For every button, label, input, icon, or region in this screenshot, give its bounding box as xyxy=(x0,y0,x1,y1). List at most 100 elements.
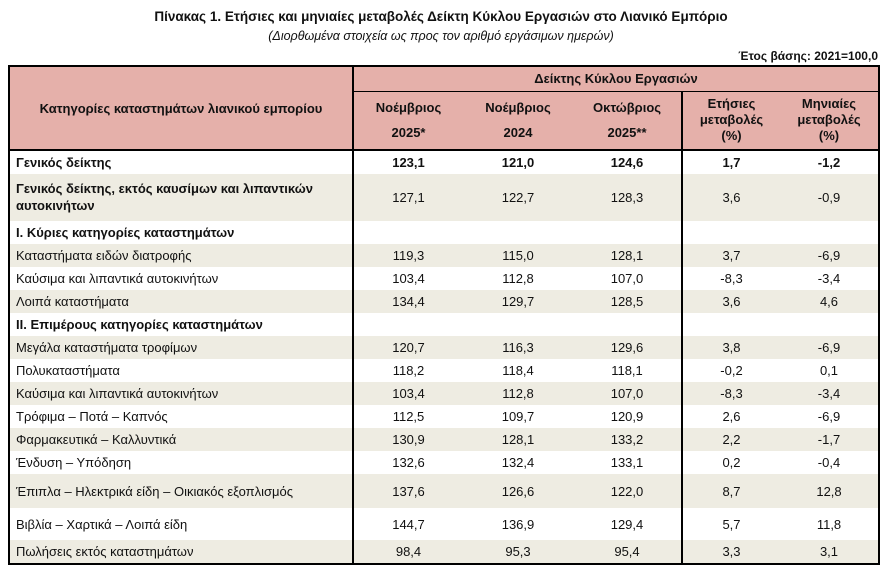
cell-monthly-change: -1,7 xyxy=(817,432,841,447)
table-row: Γενικός δείκτης 123,1 121,0 124,6 1,7 -1… xyxy=(9,150,879,174)
cell-monthly-change: 4,6 xyxy=(819,294,839,309)
row-label: Πωλήσεις εκτός καταστημάτων xyxy=(9,540,354,564)
table-body: Γενικός δείκτης 123,1 121,0 124,6 1,7 -1… xyxy=(9,150,879,564)
table-row: Πωλήσεις εκτός καταστημάτων 98,4 95,3 95… xyxy=(9,540,879,564)
cell-nov-2025: 137,6 xyxy=(392,484,425,499)
cell-annual-change: 1,7 xyxy=(722,155,741,170)
header-row-columns: Νοέμβριος 2025* Νοέμβριος 2024 Οκτώβριος… xyxy=(9,91,879,151)
cell-oct-2025 xyxy=(573,313,683,336)
table-row: Ένδυση – Υπόδηση 132,6 132,4 133,1 0,2 -… xyxy=(9,451,879,474)
table-row: Μεγάλα καταστήματα τροφίμων 120,7 116,3 … xyxy=(9,336,879,359)
cell-annual-change: 3,8 xyxy=(722,340,741,355)
cell-annual-change: 8,7 xyxy=(722,484,741,499)
cell-oct-2025: 107,0 xyxy=(573,267,683,290)
column-header-year: 2025** xyxy=(607,125,647,140)
cell-nov-2025: 123,1 xyxy=(392,155,425,170)
cell-monthly-change: -6,9 xyxy=(817,409,841,424)
cell-nov-2025: 119,3 xyxy=(392,248,425,263)
cell-oct-2025: 118,1 xyxy=(573,359,683,382)
table-row: Ι. Κύριες κατηγορίες καταστημάτων xyxy=(9,221,879,244)
cell-oct-2025: 128,5 xyxy=(573,290,683,313)
cell-nov-2025 xyxy=(353,313,463,336)
cell-annual-change: -8,3 xyxy=(720,271,743,286)
cell-nov-2024: 118,4 xyxy=(502,363,534,378)
cell-annual-change: 3,6 xyxy=(722,189,741,205)
row-label: Καταστήματα ειδών διατροφής xyxy=(9,244,354,267)
cell-monthly-change: -3,4 xyxy=(817,271,841,286)
cell-monthly-change: -3,4 xyxy=(817,386,841,401)
cell-oct-2025: 133,1 xyxy=(573,451,683,474)
row-label: Μεγάλα καταστήματα τροφίμων xyxy=(9,336,354,359)
table-row: Τρόφιμα – Ποτά – Καπνός 112,5 109,7 120,… xyxy=(9,405,879,428)
row-label: Καύσιμα και λιπαντικά αυτοκινήτων xyxy=(9,382,354,405)
cell-annual-change xyxy=(682,313,780,336)
row-label: Λοιπά καταστήματα xyxy=(9,290,354,313)
row-label: Γενικός δείκτης xyxy=(9,150,354,174)
cell-annual-change: 3,7 xyxy=(722,248,741,263)
cell-nov-2025: 144,7 xyxy=(392,517,425,532)
cell-oct-2025: 120,9 xyxy=(573,405,683,428)
cell-nov-2025: 103,4 xyxy=(392,271,425,286)
cell-nov-2024: 136,9 xyxy=(501,517,535,532)
table-row: Λοιπά καταστήματα 134,4 129,7 128,5 3,6 … xyxy=(9,290,879,313)
table-row: Καταστήματα ειδών διατροφής 119,3 115,0 … xyxy=(9,244,879,267)
table-row: Πολυκαταστήματα 118,2 118,4 118,1 -0,2 0… xyxy=(9,359,879,382)
column-header-nov-2024: Νοέμβριος 2024 xyxy=(463,91,573,151)
column-header-monthly-change: Μηνιαίες μεταβολές (%) xyxy=(780,91,879,151)
row-label: Φαρμακευτικά – Καλλυντικά xyxy=(9,428,354,451)
column-header-oct-2025: Οκτώβριος 2025** xyxy=(573,91,683,151)
row-label: Έπιπλα – Ηλεκτρικά είδη – Οικιακός εξοπλ… xyxy=(9,474,354,508)
cell-oct-2025 xyxy=(573,221,683,244)
cell-nov-2025: 98,4 xyxy=(395,544,422,559)
cell-nov-2024: 121,0 xyxy=(501,155,535,170)
column-header-month: Νοέμβριος xyxy=(485,100,551,115)
cell-annual-change: 2,6 xyxy=(722,409,741,424)
cell-nov-2024: 126,6 xyxy=(501,484,535,499)
cell-annual-change: -0,2 xyxy=(720,363,743,378)
column-header-line: μεταβολές xyxy=(699,112,764,127)
column-header-line: (%) xyxy=(721,128,742,143)
cell-annual-change: 3,6 xyxy=(722,294,741,309)
cell-annual-change: 2,2 xyxy=(722,432,741,447)
cell-annual-change: 5,7 xyxy=(722,517,741,532)
column-header-line: Μηνιαίες xyxy=(801,96,857,111)
cell-nov-2024: 129,7 xyxy=(501,294,535,309)
cell-monthly-change: 12,8 xyxy=(816,484,842,499)
row-label: Πολυκαταστήματα xyxy=(9,359,354,382)
row-label: Καύσιμα και λιπαντικά αυτοκινήτων xyxy=(9,267,354,290)
cell-monthly-change: -6,9 xyxy=(817,340,841,355)
cell-oct-2025: 124,6 xyxy=(573,150,683,174)
row-label: Ένδυση – Υπόδηση xyxy=(9,451,354,474)
column-header-line: Ετήσιες xyxy=(707,96,756,111)
page-title: Πίνακας 1. Ετήσιες και μηνιαίες μεταβολέ… xyxy=(154,9,728,24)
cell-nov-2025: 130,9 xyxy=(392,432,425,447)
cell-oct-2025: 133,2 xyxy=(573,428,683,451)
cell-oct-2025: 122,0 xyxy=(573,474,683,508)
cell-monthly-change: 11,8 xyxy=(816,517,842,532)
cell-monthly-change: 3,1 xyxy=(819,544,839,559)
row-label: Ι. Κύριες κατηγορίες καταστημάτων xyxy=(9,221,354,244)
cell-nov-2025: 134,4 xyxy=(392,294,425,309)
cell-oct-2025: 128,3 xyxy=(573,174,683,221)
cell-nov-2025: 118,2 xyxy=(392,363,425,378)
cell-nov-2024: 122,7 xyxy=(501,189,535,205)
cell-nov-2025: 127,1 xyxy=(392,189,425,205)
cell-monthly-change xyxy=(780,221,879,244)
column-header-line: μεταβολές xyxy=(797,112,861,127)
cell-annual-change: -8,3 xyxy=(720,386,743,401)
cell-nov-2024: 128,1 xyxy=(501,432,535,447)
column-header-month: Νοέμβριος xyxy=(375,100,442,115)
column-header-nov-2025: Νοέμβριος 2025* xyxy=(353,91,463,151)
cell-oct-2025: 107,0 xyxy=(573,382,683,405)
row-label: Γενικός δείκτης, εκτός καυσίμων και λιπα… xyxy=(9,174,354,221)
table-row: Φαρμακευτικά – Καλλυντικά 130,9 128,1 13… xyxy=(9,428,879,451)
cell-annual-change xyxy=(682,221,780,244)
cell-monthly-change: -0,4 xyxy=(817,455,841,470)
cell-nov-2025: 132,6 xyxy=(392,455,425,470)
cell-nov-2025: 103,4 xyxy=(392,386,425,401)
column-group-header-turnover-index: Δείκτης Κύκλου Εργασιών xyxy=(353,66,879,92)
table-row: Έπιπλα – Ηλεκτρικά είδη – Οικιακός εξοπλ… xyxy=(9,474,879,508)
column-header-line: (%) xyxy=(818,128,840,143)
cell-oct-2025: 129,4 xyxy=(573,508,683,540)
